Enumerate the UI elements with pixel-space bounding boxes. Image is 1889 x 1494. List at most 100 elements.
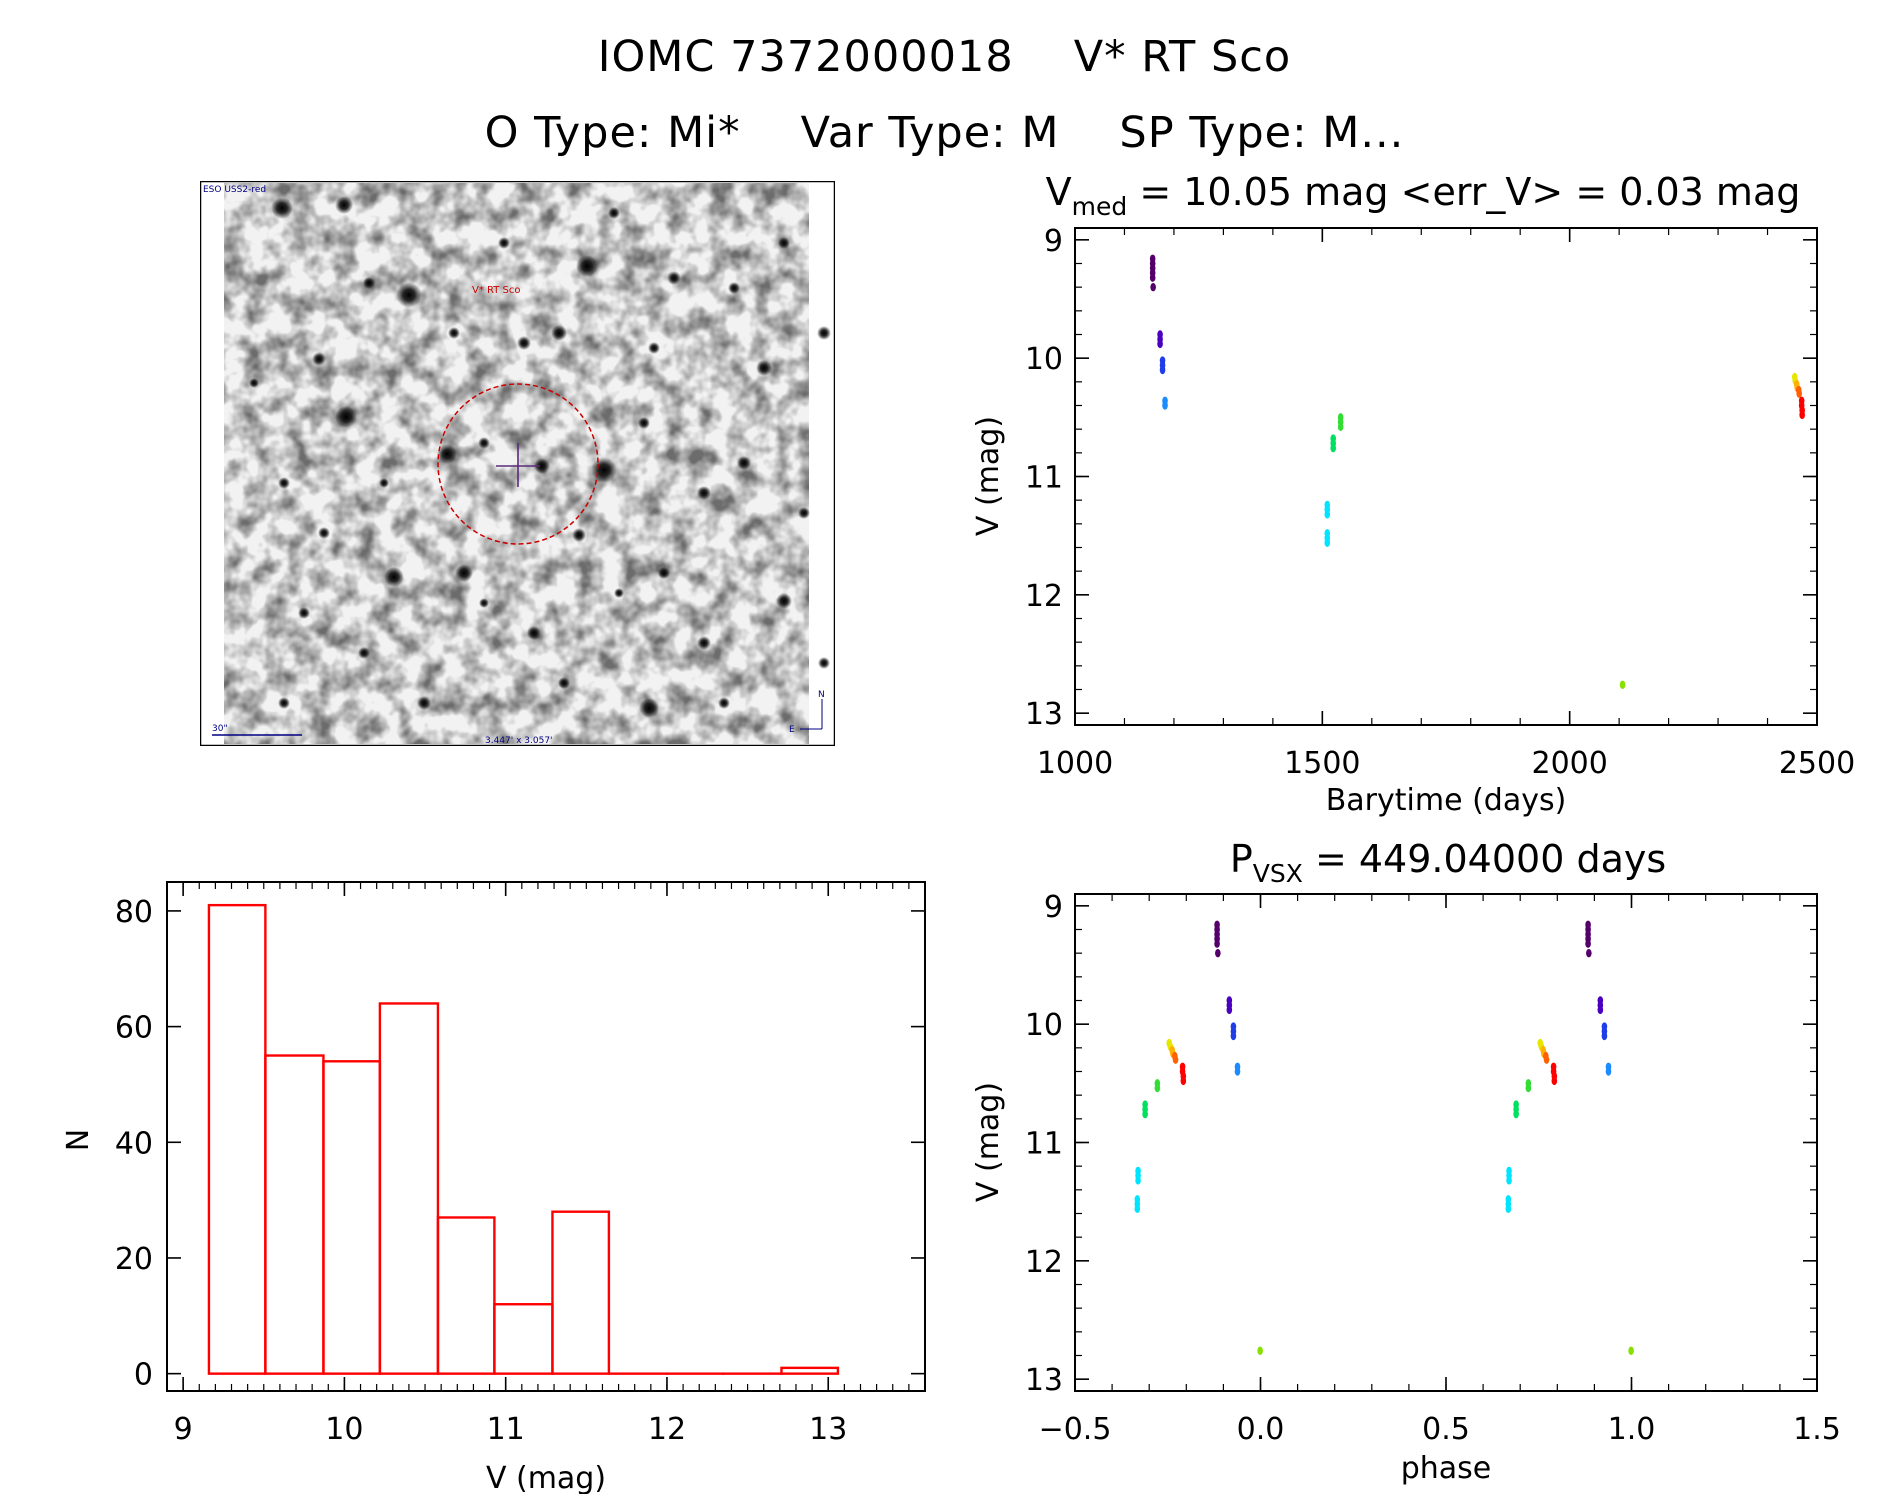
data-point <box>1330 443 1337 453</box>
lightcurve-title: Vmed = 10.05 mag <err_V> = 0.03 mag <box>1046 170 1801 221</box>
histogram-bar <box>322 1060 382 1375</box>
star-blob <box>697 636 711 650</box>
data-point <box>1154 1083 1161 1093</box>
phased-xlabel: phase <box>1401 1451 1492 1486</box>
star-blob <box>478 437 490 449</box>
star-blob <box>648 342 660 354</box>
x-tick-label: 0.5 <box>1422 1412 1470 1447</box>
data-point <box>1601 1031 1608 1041</box>
phased-title-sub: VSX <box>1253 859 1303 888</box>
x-tick-label: 13 <box>809 1412 847 1447</box>
star-blob <box>335 406 357 428</box>
object-type: O Type: Mi* <box>484 108 741 158</box>
data-point <box>1135 1176 1141 1185</box>
lightcurve-axes-box <box>1074 227 1818 726</box>
star-blob <box>517 336 531 350</box>
lightcurve-plot: Vmed = 10.05 mag <err_V> = 0.03 mag 1000… <box>971 170 1855 818</box>
finder-chart-image: ESO USS2-red V* RT Sco 30" 3.447' x 3.05… <box>200 181 835 746</box>
star-blob <box>558 677 570 689</box>
lightcurve-title-sub: med <box>1072 192 1128 221</box>
y-tick-label: 80 <box>115 895 153 930</box>
data-point <box>1585 939 1591 948</box>
star-blob <box>737 456 751 470</box>
star-blob <box>658 567 670 579</box>
star-blob <box>455 564 473 582</box>
object-label: V* RT Sco <box>472 285 521 296</box>
histogram-xlabel: V (mag) <box>486 1461 606 1494</box>
y-tick-label: 11 <box>1025 1127 1063 1162</box>
star-field <box>249 196 831 718</box>
spectral-type: SP Type: M... <box>1119 108 1405 158</box>
figure-subtitle: O Type: Mi* Var Type: M SP Type: M... <box>0 108 1889 158</box>
data-point <box>1799 410 1805 420</box>
star-blob <box>271 197 293 219</box>
data-point <box>1134 1204 1141 1213</box>
star-blob <box>448 327 460 339</box>
catalog-id: IOMC 7372000018 <box>597 32 1014 82</box>
star-blob <box>384 567 404 587</box>
data-point <box>1551 1076 1558 1086</box>
y-tick-label: 40 <box>115 1126 153 1161</box>
lightcurve-title-main: V <box>1046 170 1072 214</box>
lightcurve-xlabel: Barytime (days) <box>1326 783 1567 818</box>
star-blob <box>576 255 598 277</box>
x-tick-label: 12 <box>648 1412 686 1447</box>
histogram-ylabel: N <box>61 1129 96 1151</box>
histogram-bar <box>207 903 267 1375</box>
phased-plot: PVSX = 449.04000 days −0.5 0.0 0.5 1.0 1.5 9 1… <box>971 837 1841 1486</box>
histogram-bar <box>436 1216 496 1375</box>
star-blob <box>396 282 422 308</box>
star-blob <box>527 626 541 640</box>
y-tick-label: 9 <box>1044 224 1063 259</box>
star-blob <box>534 458 550 474</box>
phased-title-main: P <box>1230 837 1253 881</box>
data-point <box>1525 1083 1532 1093</box>
data-point <box>1215 948 1221 958</box>
x-tick-label: 11 <box>487 1412 525 1447</box>
compass-e-label: E <box>789 725 795 735</box>
data-point <box>1628 1346 1634 1355</box>
data-point <box>1230 1031 1237 1041</box>
data-point <box>1159 365 1166 375</box>
compass-n-label: N <box>818 690 825 700</box>
data-point <box>1337 422 1344 431</box>
star-blob <box>728 282 740 294</box>
variability-type: Var Type: M <box>800 108 1060 158</box>
star-blob <box>358 647 370 659</box>
y-tick-label: 12 <box>1025 1245 1063 1280</box>
star-blob <box>278 477 290 489</box>
x-tick-label: 1000 <box>1037 746 1113 781</box>
phased-title: PVSX = 449.04000 days <box>1230 837 1666 888</box>
figure-title: IOMC 7372000018 V* RT Sco <box>0 32 1889 82</box>
star-blob <box>818 657 830 669</box>
data-point <box>1324 538 1331 547</box>
x-tick-label: 9 <box>174 1412 193 1447</box>
x-tick-label: 1500 <box>1284 746 1360 781</box>
star-blob <box>638 417 650 429</box>
histogram-bar <box>493 1303 554 1375</box>
data-point <box>1180 1076 1187 1086</box>
histogram-axes-box <box>166 881 926 1392</box>
star-blob <box>798 507 810 519</box>
data-point <box>1543 1055 1550 1064</box>
data-point <box>1257 1346 1263 1355</box>
star-blob <box>318 527 330 539</box>
star-blob <box>614 588 624 598</box>
star-blob <box>667 271 681 285</box>
phased-title-rest: = 449.04000 days <box>1303 837 1666 881</box>
x-tick-label: 2000 <box>1531 746 1607 781</box>
data-point <box>1149 273 1156 282</box>
data-point <box>1513 1109 1519 1119</box>
star-blob <box>335 196 353 214</box>
star-blob <box>363 277 375 289</box>
star-blob <box>572 528 586 542</box>
scale-label: 30" <box>212 724 228 734</box>
data-point <box>1605 1067 1612 1076</box>
x-tick-label: 2500 <box>1779 746 1855 781</box>
star-blob <box>479 598 489 608</box>
star-blob <box>312 352 326 366</box>
y-tick-label: 10 <box>1025 342 1063 377</box>
star-blob <box>498 237 510 249</box>
star-blob <box>776 593 792 609</box>
